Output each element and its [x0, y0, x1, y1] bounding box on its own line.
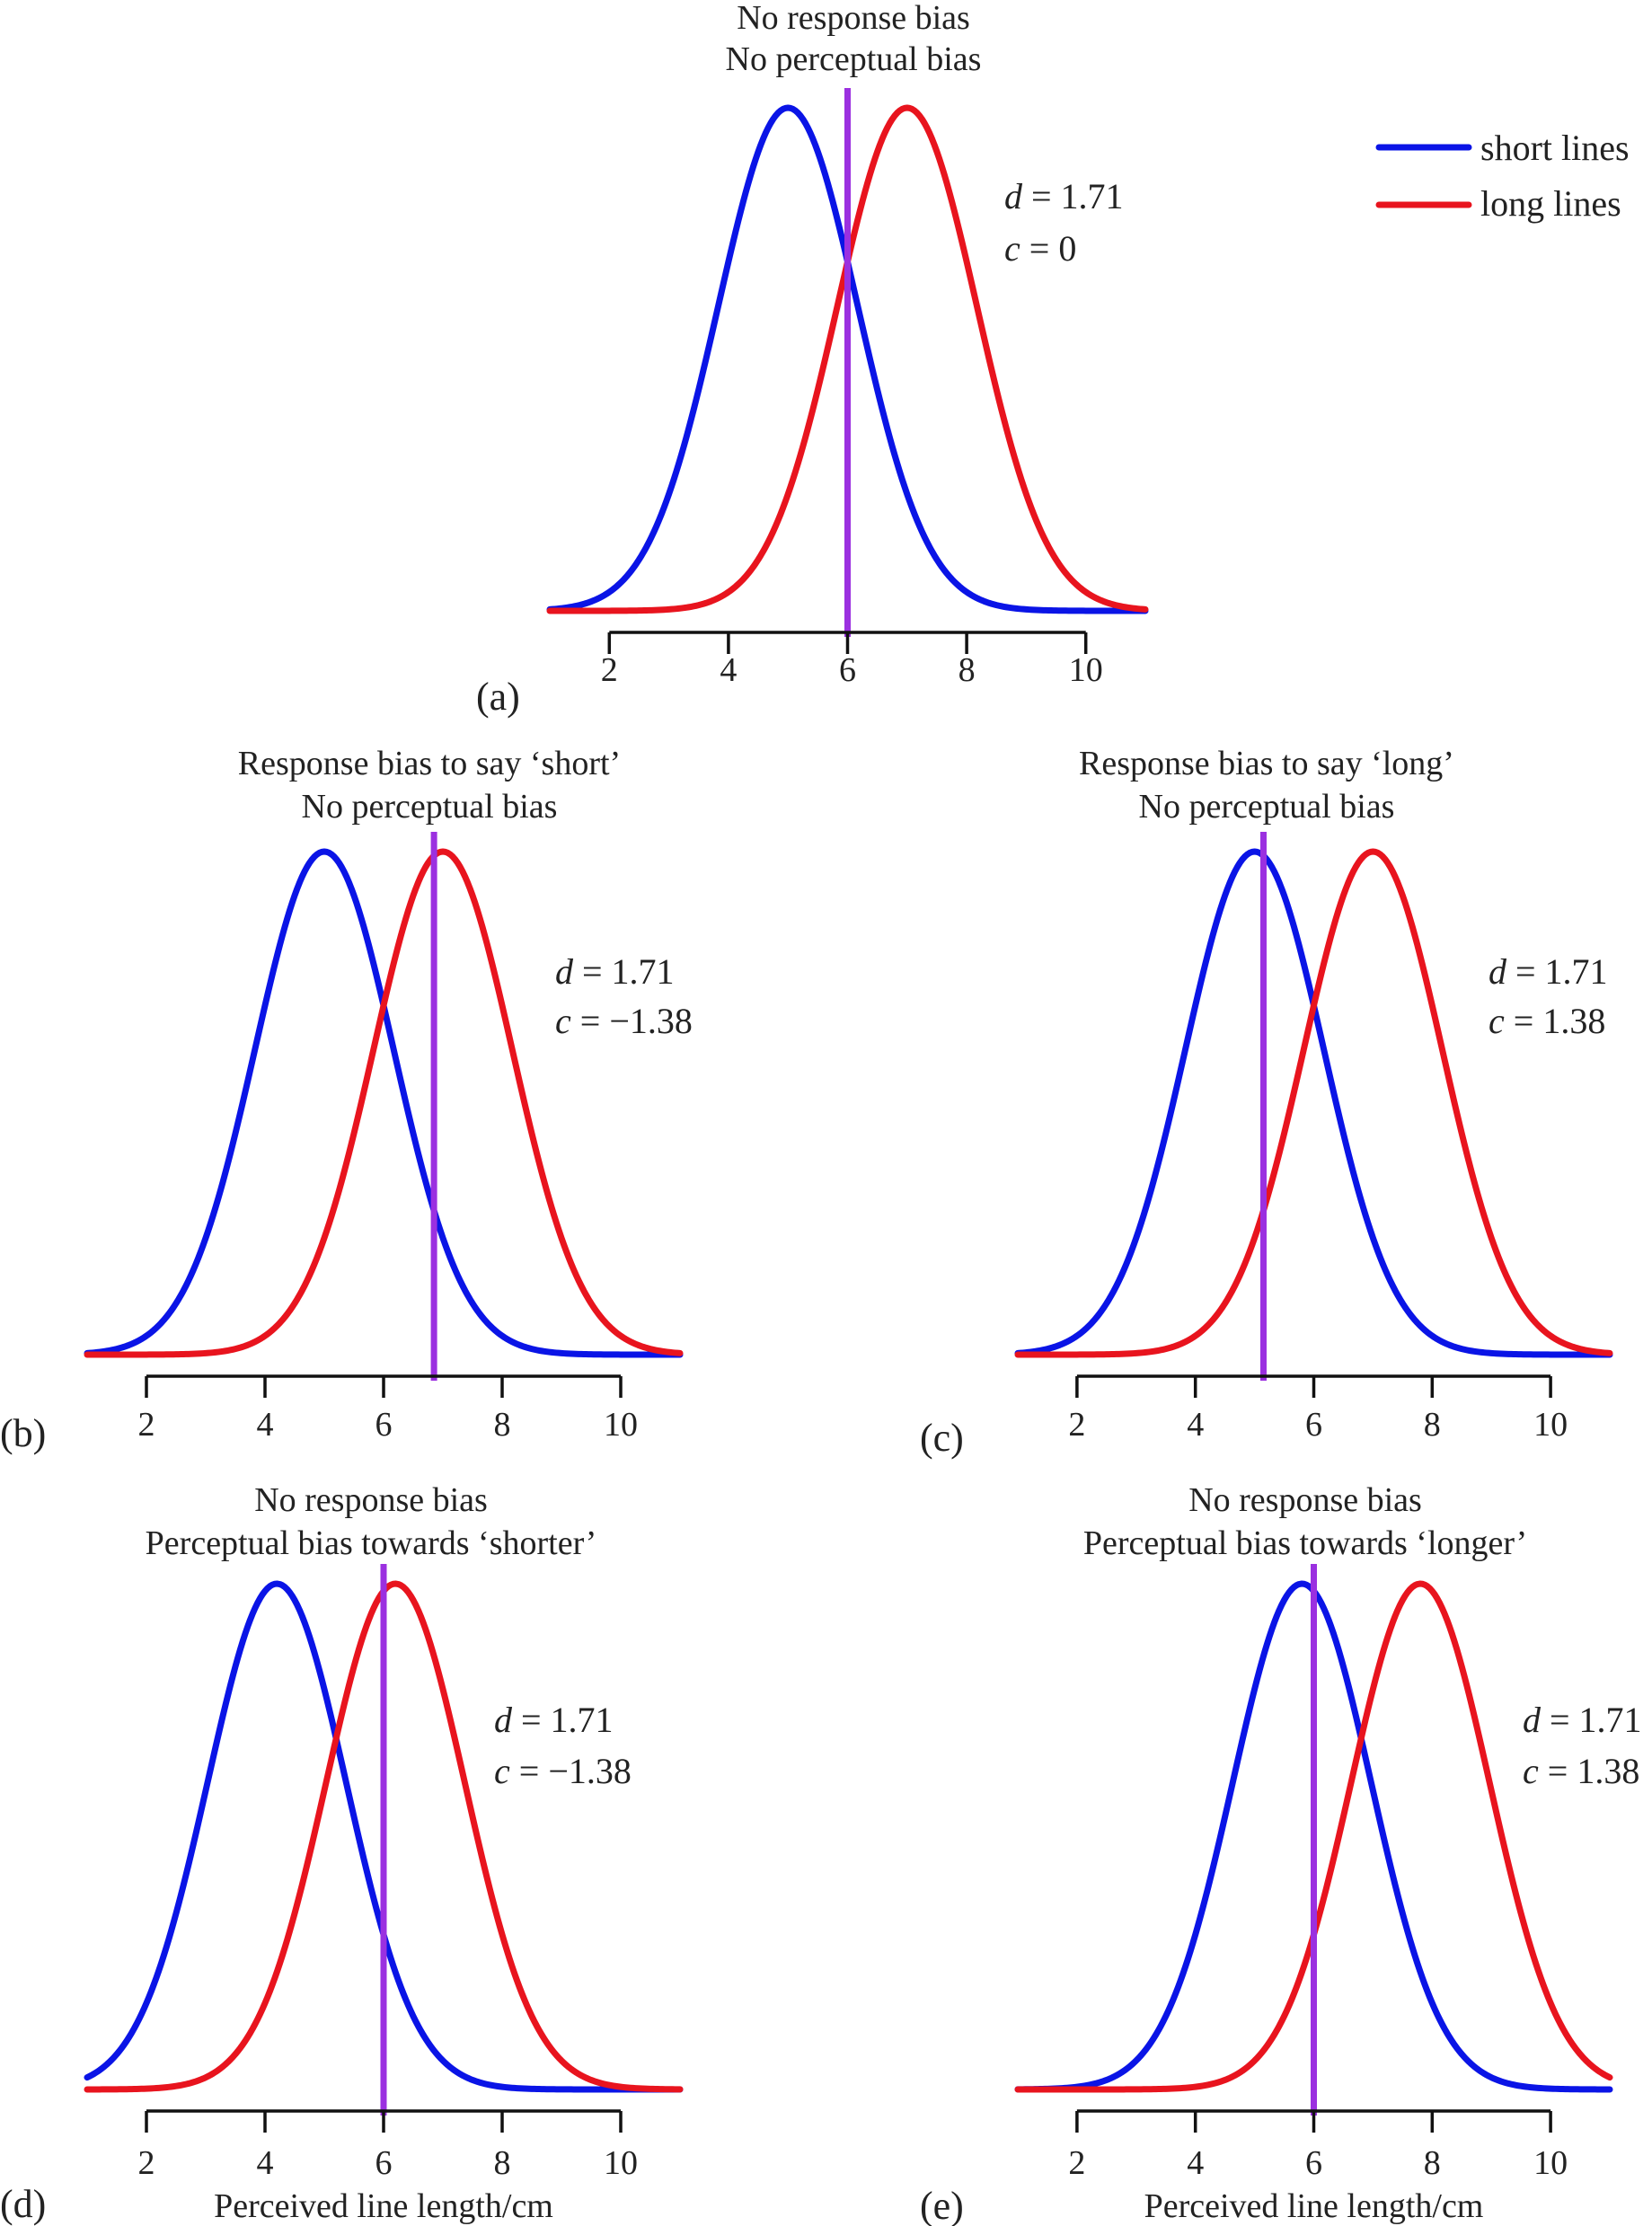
stat-c-e: c = 1.38: [1523, 1751, 1639, 1791]
curve-short-lines-c: [1014, 848, 1613, 1358]
stat-c-b: c = −1.38: [555, 1001, 693, 1041]
panel-title-c-line-2: No perceptual bias: [1139, 788, 1395, 826]
x-tick-label-e-8: 8: [1424, 2144, 1441, 2182]
x-tick-label-e-6: 6: [1305, 2144, 1322, 2182]
x-tick-label-a-8: 8: [959, 651, 976, 689]
x-tick-label-e-2: 2: [1068, 2144, 1085, 2182]
x-tick-label-d-2: 2: [138, 2144, 155, 2182]
stat-d-e: d = 1.71: [1523, 1700, 1642, 1740]
legend: short lines long lines: [1375, 128, 1630, 224]
panel-title-d-line-1: No response bias: [254, 1481, 488, 1519]
stat-c-a: c = 0: [1004, 228, 1076, 269]
panel-title-b-line-2: No perceptual bias: [302, 788, 558, 826]
panel-label-a: (a): [476, 675, 520, 719]
panel-d: 2 4 6 8 10 No response bias Perceptual bias to…: [0, 1481, 684, 2226]
x-tick-label-a-10: 10: [1069, 651, 1103, 689]
x-tick-label-a-2: 2: [601, 651, 618, 689]
panel-label-e: (e): [920, 2184, 964, 2226]
x-axis-label-d: Perceived line length/cm: [214, 2187, 553, 2225]
stat-d-d: d = 1.71: [494, 1700, 614, 1740]
x-tick-label-e-10: 10: [1533, 2144, 1568, 2182]
x-tick-label-d-8: 8: [494, 2144, 511, 2182]
panel-label-b: (b): [0, 1411, 46, 1455]
panel-b: 2 4 6 8 10 Response bias to say ‘short’ No per…: [0, 745, 693, 1455]
stat-d-c: d = 1.71: [1489, 951, 1608, 992]
x-tick-label-b-8: 8: [494, 1406, 511, 1444]
x-tick-label-d-10: 10: [604, 2144, 638, 2182]
curve-short-lines-b: [84, 848, 684, 1358]
panel-title-c-line-1: Response bias to say ‘long’: [1079, 745, 1454, 782]
panel-e: 2 4 6 8 10 No response bias Perceptual bias to…: [920, 1481, 1642, 2226]
x-axis-label-e: Perceived line length/cm: [1144, 2187, 1484, 2225]
panel-title-e-line-1: No response bias: [1188, 1481, 1422, 1519]
panel-label-c: (c): [920, 1416, 964, 1460]
x-tick-label-c-8: 8: [1424, 1406, 1441, 1444]
panel-label-d: (d): [0, 2182, 46, 2226]
x-tick-label-e-4: 4: [1187, 2144, 1204, 2182]
panel-title-a-line-1: No response bias: [737, 0, 970, 37]
curve-long-lines-c: [1014, 848, 1613, 1358]
x-tick-label-c-2: 2: [1068, 1406, 1085, 1444]
x-tick-label-d-4: 4: [257, 2144, 274, 2182]
panel-title-e-line-2: Perceptual bias towards ‘longer’: [1083, 1524, 1527, 1562]
x-tick-label-b-10: 10: [604, 1406, 638, 1444]
x-tick-label-c-6: 6: [1305, 1406, 1322, 1444]
curve-long-lines-b: [84, 848, 684, 1358]
stat-c-c: c = 1.38: [1489, 1001, 1605, 1041]
x-tick-label-b-2: 2: [138, 1406, 155, 1444]
stat-d-a: d = 1.71: [1004, 176, 1124, 216]
stat-c-d: c = −1.38: [494, 1751, 632, 1791]
x-tick-label-b-4: 4: [257, 1406, 274, 1444]
stat-d-b: d = 1.71: [555, 951, 675, 992]
x-tick-label-a-6: 6: [839, 651, 856, 689]
panel-c: 2 4 6 8 10 Response bias to say ‘long’ No perc…: [920, 745, 1613, 1460]
x-tick-label-d-6: 6: [375, 2144, 393, 2182]
legend-label-long-lines: long lines: [1480, 183, 1621, 224]
panel-title-d-line-2: Perceptual bias towards ‘shorter’: [146, 1524, 597, 1562]
legend-label-short-lines: short lines: [1480, 128, 1630, 168]
x-tick-label-a-4: 4: [720, 651, 737, 689]
x-tick-label-b-6: 6: [375, 1406, 393, 1444]
panel-title-b-line-1: Response bias to say ‘short’: [238, 745, 621, 782]
x-tick-label-c-10: 10: [1533, 1406, 1568, 1444]
x-tick-label-c-4: 4: [1187, 1406, 1204, 1444]
panel-title-a-line-2: No perceptual bias: [726, 40, 982, 78]
